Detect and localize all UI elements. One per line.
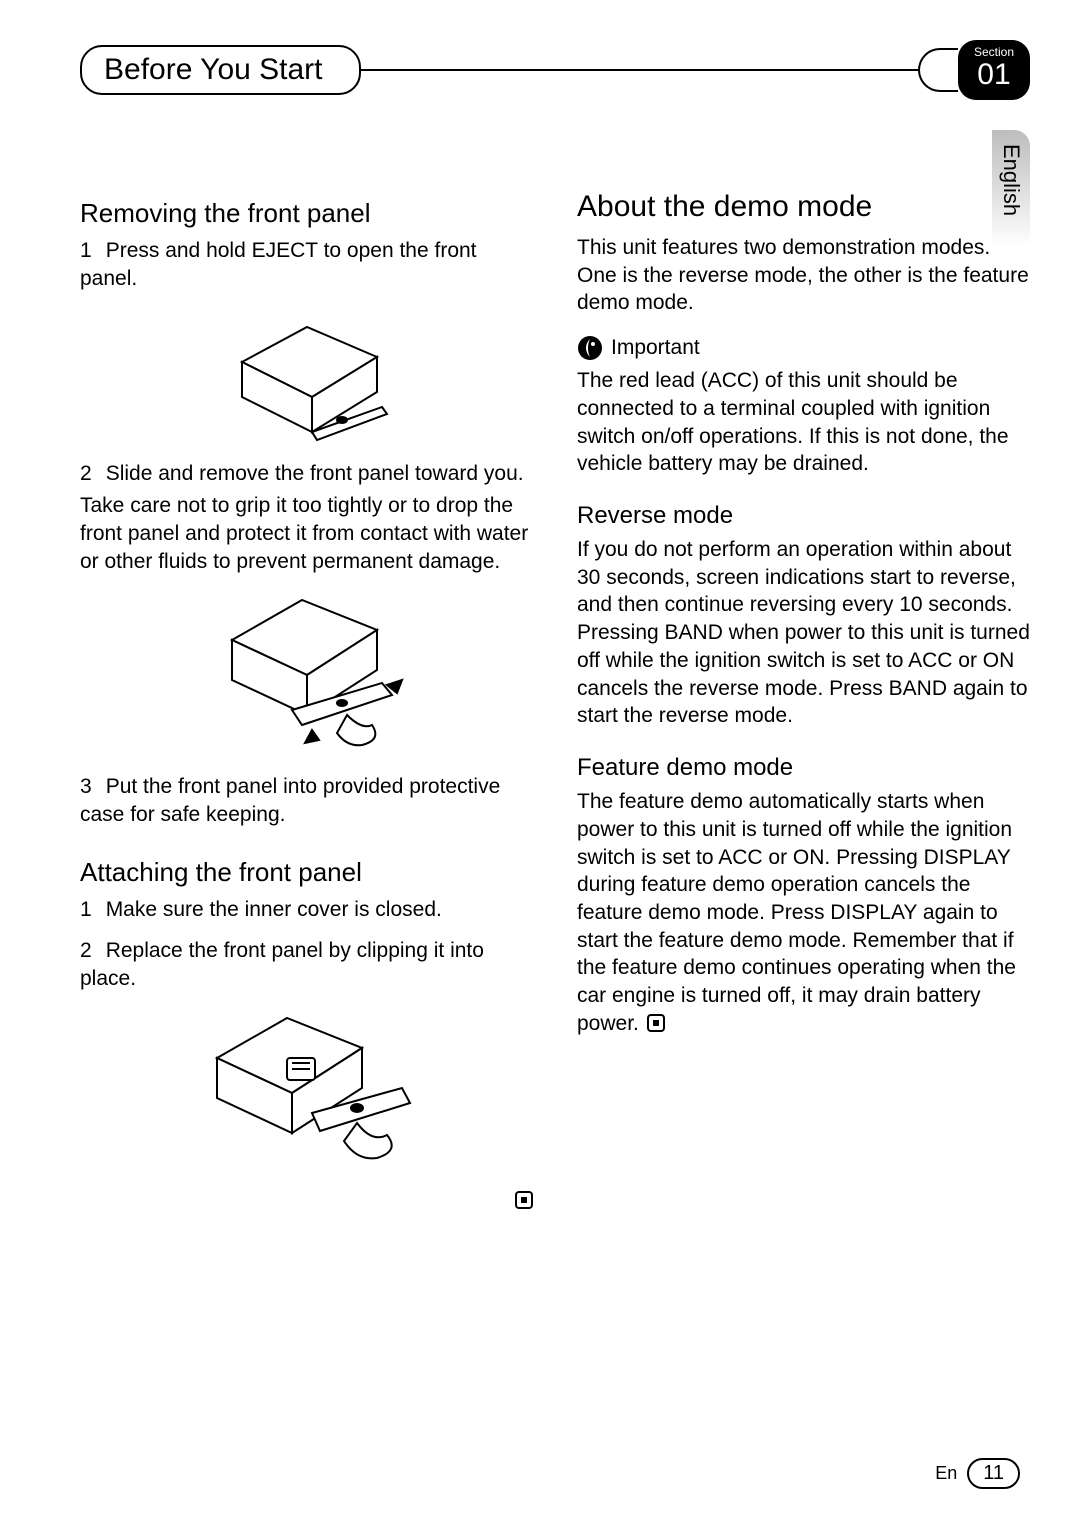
heading-about-demo: About the demo mode: [577, 190, 1030, 224]
unit-box-illustration: [212, 302, 402, 442]
heading-feature-demo: Feature demo mode: [577, 754, 1030, 782]
step-1: 1Press and hold EJECT to open the front …: [80, 237, 533, 292]
reverse-mode-text: If you do not perform an operation withi…: [577, 536, 1030, 730]
important-label: Important: [611, 336, 700, 360]
page-title-bubble: Before You Start: [80, 45, 361, 95]
section-end-icon: [515, 1191, 533, 1209]
important-icon: [577, 335, 603, 361]
step-2-cont: Take care not to grip it too tightly or …: [80, 492, 533, 575]
section-badge: Section 01: [958, 40, 1030, 100]
section-label: Section: [974, 46, 1014, 58]
page-title: Before You Start: [104, 53, 323, 86]
important-text: The red lead (ACC) of this unit should b…: [577, 367, 1030, 478]
about-demo-text: This unit features two demonstration mod…: [577, 234, 1030, 317]
right-column: About the demo mode This unit features t…: [577, 190, 1030, 1212]
attach-step-1: 1Make sure the inner cover is closed.: [80, 896, 533, 924]
language-label: English: [999, 144, 1024, 216]
header-rule: [351, 69, 928, 71]
footer-lang: En: [935, 1463, 957, 1484]
heading-reverse-mode: Reverse mode: [577, 502, 1030, 530]
step-2: 2Slide and remove the front panel toward…: [80, 460, 533, 488]
attach-step-2: 2Replace the front panel by clipping it …: [80, 937, 533, 992]
page-number: 11: [967, 1458, 1020, 1489]
step-3: 3Put the front panel into provided prote…: [80, 773, 533, 828]
header-curve: [918, 48, 958, 92]
heading-removing: Removing the front panel: [80, 198, 533, 229]
section-number: 01: [974, 60, 1014, 90]
language-tab: English: [992, 130, 1030, 246]
page-footer: En 11: [935, 1458, 1020, 1489]
heading-attaching: Attaching the front panel: [80, 857, 533, 888]
left-column: Removing the front panel 1Press and hold…: [80, 190, 533, 1212]
feature-demo-text: The feature demo automatically starts wh…: [577, 788, 1030, 1037]
removing-panel-illustration: [197, 585, 417, 755]
attaching-panel-illustration: [192, 1003, 422, 1173]
page-header: Before You Start Section 01: [80, 40, 1030, 100]
section-end-icon: [647, 1014, 665, 1032]
important-block: Important: [577, 335, 1030, 361]
